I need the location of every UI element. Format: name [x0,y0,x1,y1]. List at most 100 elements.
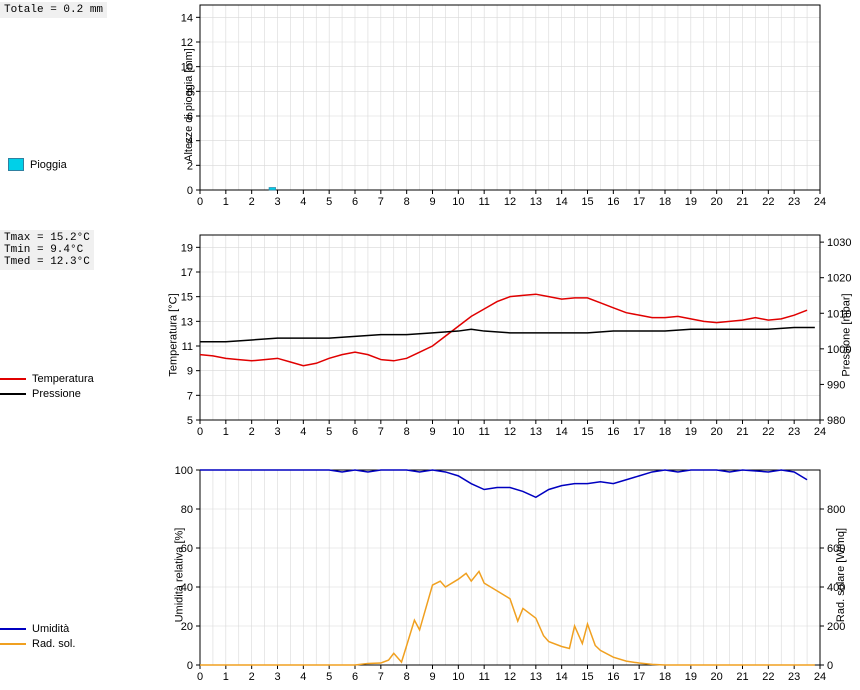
svg-text:6: 6 [352,196,358,208]
svg-text:5: 5 [326,196,332,208]
rainfall-total-box: Totale = 0.2 mm [0,2,107,18]
svg-text:10: 10 [452,671,464,683]
svg-text:20: 20 [711,196,723,208]
svg-text:17: 17 [633,671,645,683]
temperatura-line-icon [0,378,26,380]
tmed: Tmed = 12.3°C [4,256,90,268]
svg-text:980: 980 [827,415,845,427]
svg-text:200: 200 [827,621,845,633]
rainfall-chart: 0123456789101112131415161718192021222324… [160,0,860,210]
svg-text:24: 24 [814,426,826,438]
svg-text:12: 12 [504,196,516,208]
svg-text:23: 23 [788,426,800,438]
svg-text:11: 11 [478,196,489,208]
svg-text:2: 2 [249,196,255,208]
svg-text:3: 3 [274,671,280,683]
svg-text:21: 21 [736,426,748,438]
svg-text:14: 14 [181,12,193,24]
svg-text:9: 9 [429,196,435,208]
svg-text:7: 7 [378,196,384,208]
legend-label-pressione: Pressione [32,388,81,400]
svg-text:19: 19 [181,242,193,254]
svg-text:24: 24 [814,196,826,208]
svg-text:11: 11 [478,426,489,438]
svg-text:16: 16 [607,671,619,683]
svg-text:16: 16 [607,196,619,208]
svg-text:8: 8 [404,196,410,208]
svg-text:5: 5 [326,426,332,438]
legend-radsol: Rad. sol. [0,638,75,650]
svg-text:800: 800 [827,504,845,516]
svg-text:13: 13 [530,196,542,208]
svg-text:18: 18 [659,196,671,208]
svg-text:18: 18 [659,671,671,683]
svg-text:10: 10 [452,426,464,438]
svg-text:7: 7 [378,426,384,438]
svg-text:23: 23 [788,671,800,683]
svg-text:7: 7 [378,671,384,683]
svg-text:14: 14 [556,426,568,438]
svg-text:9: 9 [429,671,435,683]
svg-text:1020: 1020 [827,273,851,285]
svg-text:20: 20 [711,426,723,438]
svg-text:17: 17 [633,426,645,438]
temp-pressure-chart: 0123456789101112131415161718192021222324… [160,230,860,440]
legend-label-umidita: Umidità [32,623,69,635]
svg-text:1: 1 [223,671,229,683]
svg-text:13: 13 [181,316,193,328]
svg-text:9: 9 [429,426,435,438]
svg-text:11: 11 [478,671,489,683]
svg-text:2: 2 [249,671,255,683]
svg-text:17: 17 [633,196,645,208]
legend-label-temperatura: Temperatura [32,373,94,385]
pioggia-swatch [8,158,24,171]
svg-text:11: 11 [182,341,193,353]
svg-text:8: 8 [404,426,410,438]
ylabel-humidity: Umidità relativa [%] [173,528,185,623]
svg-text:15: 15 [581,426,593,438]
svg-text:16: 16 [607,426,619,438]
svg-text:17: 17 [181,267,193,279]
svg-text:1: 1 [223,196,229,208]
svg-text:21: 21 [736,671,748,683]
svg-text:20: 20 [711,671,723,683]
svg-text:20: 20 [181,621,193,633]
svg-text:4: 4 [300,671,306,683]
svg-text:22: 22 [762,426,774,438]
svg-text:6: 6 [352,426,358,438]
ylabel-rad: Rad. solare [W/mq] [835,528,847,622]
svg-text:14: 14 [556,196,568,208]
svg-text:7: 7 [187,390,193,402]
svg-text:0: 0 [187,660,193,672]
humidity-rad-chart: 0123456789101112131415161718192021222324… [160,465,860,685]
svg-text:4: 4 [300,426,306,438]
legend-label-radsol: Rad. sol. [32,638,75,650]
temp-stats-box: Tmax = 15.2°C Tmin = 9.4°C Tmed = 12.3°C [0,230,94,270]
pressione-line-icon [0,393,26,395]
legend-label-pioggia: Pioggia [30,159,67,171]
legend-temperatura: Temperatura [0,373,94,385]
svg-text:2: 2 [187,160,193,172]
panel-humidity-rad: Umidità Rad. sol. Umidità relativa [%] R… [0,465,860,690]
svg-text:15: 15 [581,671,593,683]
svg-text:19: 19 [685,196,697,208]
svg-text:12: 12 [504,426,516,438]
weather-charts-container: Totale = 0.2 mm Pioggia Altezze di piogg… [0,0,860,690]
svg-text:100: 100 [175,465,193,477]
panel-rainfall: Totale = 0.2 mm Pioggia Altezze di piogg… [0,0,860,220]
legend-umidita: Umidità [0,623,75,635]
svg-text:10: 10 [452,196,464,208]
svg-text:4: 4 [300,196,306,208]
svg-text:1030: 1030 [827,237,851,249]
svg-text:12: 12 [504,671,516,683]
svg-text:22: 22 [762,671,774,683]
svg-text:5: 5 [326,671,332,683]
svg-text:1: 1 [223,426,229,438]
ylabel-rainfall: Altezze di pioggia [mm] [183,48,195,162]
tmin: Tmin = 9.4°C [4,244,90,256]
svg-text:3: 3 [274,196,280,208]
svg-text:0: 0 [197,671,203,683]
svg-text:8: 8 [404,671,410,683]
svg-text:15: 15 [181,292,193,304]
ylabel-temp: Temperatura [°C] [168,293,180,376]
